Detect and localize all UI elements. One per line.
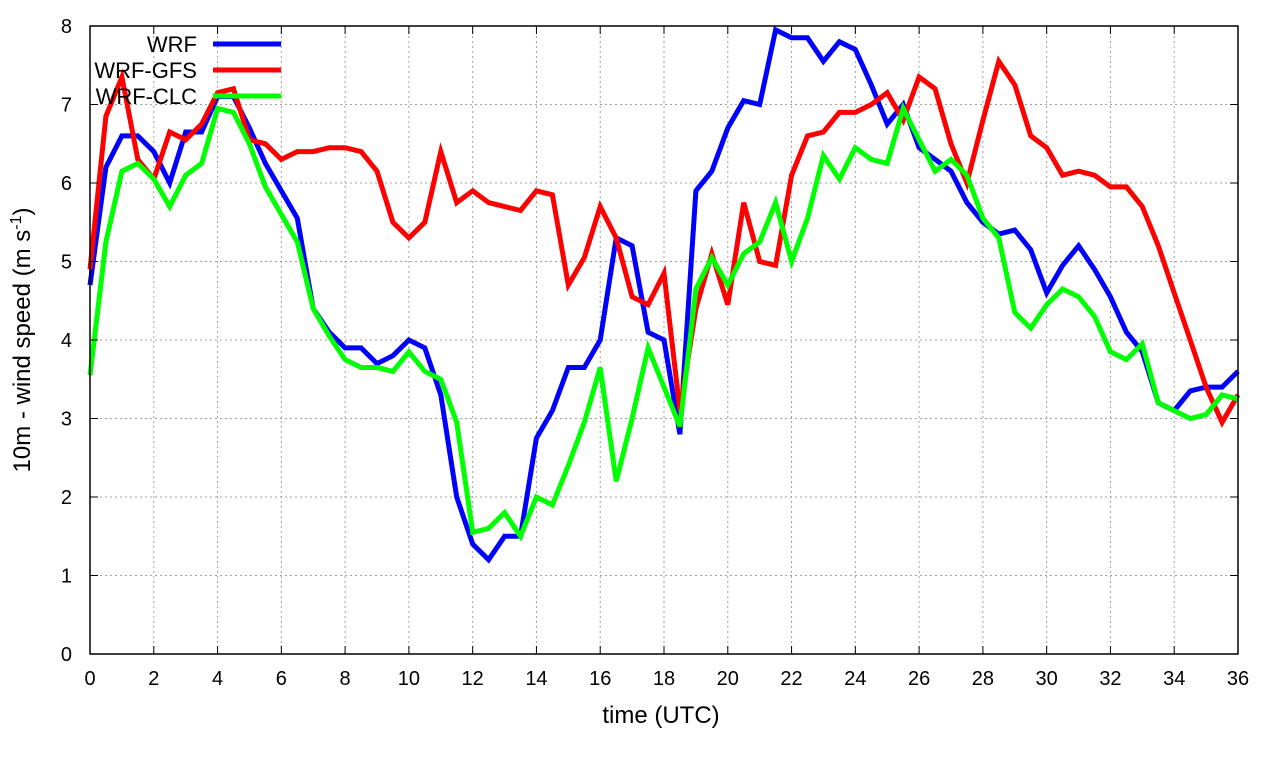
x-tick-label: 0 — [84, 668, 95, 690]
x-tick-label: 8 — [340, 668, 351, 690]
y-tick-label: 3 — [61, 409, 72, 431]
y-tick-label: 2 — [61, 487, 72, 509]
ticks: 0 2 4 6 8 10 12 14 16 18 20 22 24 26 28 30 32 34 360123456… — [61, 16, 1249, 690]
x-tick-label: 20 — [717, 668, 739, 690]
x-tick-label: 18 — [653, 668, 675, 690]
y-tick-label: 7 — [61, 95, 72, 117]
y-axis-label: 10m - wind speed (m s-1) — [8, 208, 36, 473]
x-axis-label: time (UTC) — [602, 702, 719, 729]
y-axis-label-main: 10m - wind speed (m s — [9, 230, 36, 473]
y-tick-label: 6 — [61, 173, 72, 195]
legend-label: WRF-CLC — [96, 84, 198, 109]
series-line-wrf-clc — [87, 101, 1239, 542]
x-tick-label: 34 — [1163, 668, 1185, 690]
x-tick-label: 30 — [1036, 668, 1058, 690]
y-tick-label: 1 — [61, 566, 72, 588]
grid — [90, 26, 1238, 654]
series-lines — [87, 26, 1241, 564]
x-tick-label: 16 — [589, 668, 611, 690]
x-tick-label: 22 — [780, 668, 802, 690]
x-tick-label: 26 — [908, 668, 930, 690]
x-tick-label: 14 — [525, 668, 547, 690]
x-tick-label: 12 — [462, 668, 484, 690]
y-tick-label: 5 — [61, 252, 72, 274]
y-axis-label-close: ) — [9, 208, 36, 216]
series-line-wrf — [87, 26, 1240, 564]
y-tick-label: 0 — [61, 644, 72, 666]
x-tick-label: 32 — [1099, 668, 1121, 690]
x-tick-label: 4 — [212, 668, 223, 690]
x-tick-label: 6 — [276, 668, 287, 690]
legend-label: WRF — [147, 32, 197, 57]
x-tick-label: 28 — [972, 668, 994, 690]
series-line-wrf-gfs — [87, 55, 1241, 428]
x-tick-label: 36 — [1227, 668, 1249, 690]
y-tick-label: 8 — [61, 16, 72, 38]
x-tick-label: 10 — [398, 668, 420, 690]
x-tick-label: 2 — [148, 668, 159, 690]
y-tick-label: 4 — [61, 330, 72, 352]
y-axis-label-sup: -1 — [8, 215, 25, 229]
legend-label: WRF-GFS — [94, 58, 197, 83]
x-tick-label: 24 — [844, 668, 866, 690]
